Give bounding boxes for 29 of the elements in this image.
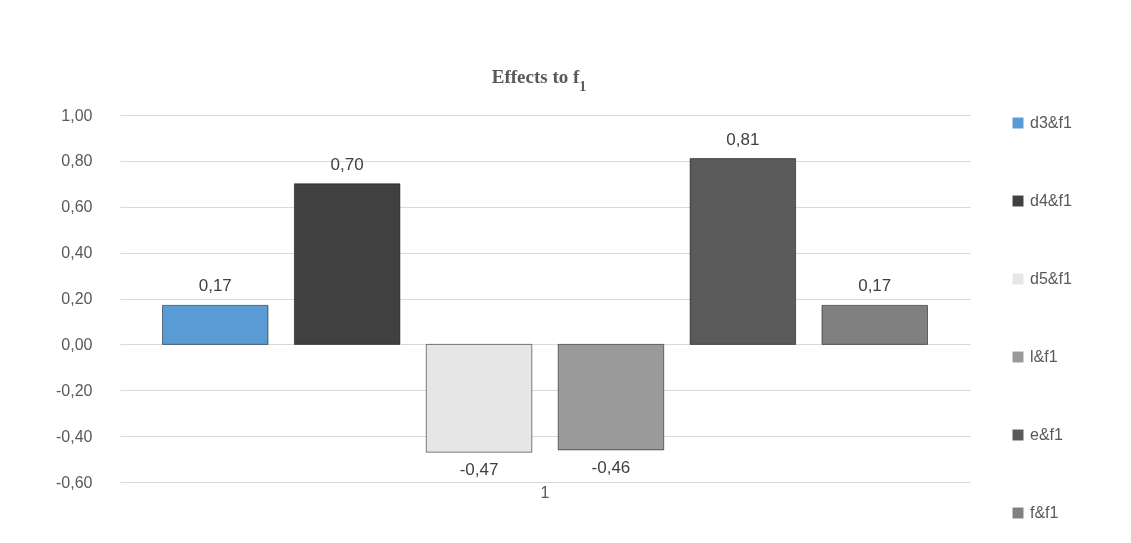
y-tick-label: 0,00 bbox=[61, 335, 93, 353]
y-tick-label: -0,60 bbox=[56, 473, 93, 491]
legend-label: d3&f1 bbox=[1030, 114, 1072, 131]
bar bbox=[557, 344, 664, 451]
bar bbox=[294, 183, 401, 345]
bar bbox=[426, 344, 533, 453]
data-label: 0,17 bbox=[858, 276, 892, 296]
x-tick-label: 1 bbox=[540, 483, 550, 501]
bar bbox=[689, 158, 796, 345]
legend-label: f&f1 bbox=[1030, 504, 1059, 521]
y-tick-label: 0,60 bbox=[61, 198, 93, 216]
data-label: 0,81 bbox=[726, 129, 760, 149]
data-label: 0,17 bbox=[198, 276, 232, 296]
data-label: -0,47 bbox=[459, 460, 499, 480]
y-tick-label: 0,20 bbox=[61, 290, 93, 307]
legend-label: l&f1 bbox=[1030, 348, 1058, 365]
bar bbox=[162, 305, 269, 345]
chart-title: Effects to f$_{1}$ bbox=[491, 66, 587, 94]
y-tick-label: 0,80 bbox=[61, 152, 93, 170]
legend-label: d5&f1 bbox=[1030, 270, 1072, 287]
bar bbox=[821, 305, 928, 345]
legend-label: d4&f1 bbox=[1030, 192, 1072, 209]
y-tick-label: 0,40 bbox=[61, 244, 93, 262]
data-label: 0,70 bbox=[330, 154, 364, 174]
legend-label: e&f1 bbox=[1030, 426, 1064, 443]
y-tick-label: 1,00 bbox=[61, 106, 93, 124]
y-tick-label: -0,40 bbox=[56, 427, 93, 445]
y-tick-label: -0,20 bbox=[56, 381, 93, 399]
data-label: -0,46 bbox=[591, 457, 631, 477]
